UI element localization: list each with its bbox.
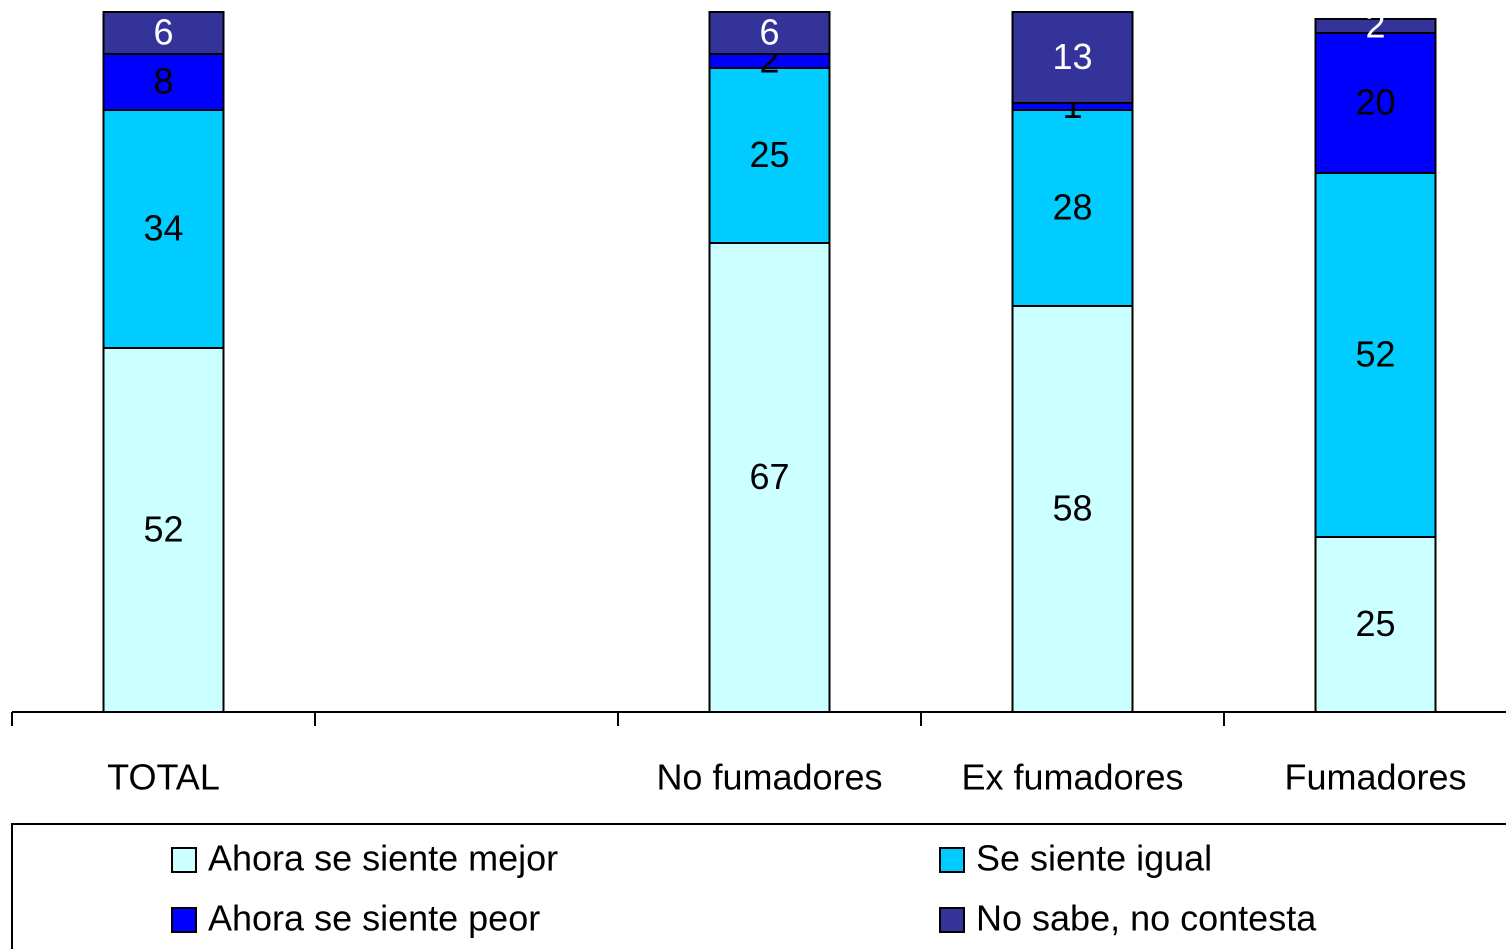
x-tick-label: No fumadores	[656, 757, 882, 798]
data-label: 58	[1052, 488, 1092, 529]
bar-segment	[1011, 11, 1134, 104]
legend-swatch	[939, 907, 965, 933]
bar-segment	[1314, 172, 1437, 538]
bar-segment	[102, 11, 225, 55]
bar-segment	[102, 53, 225, 111]
bar-segment	[102, 109, 225, 349]
x-tick-label: TOTAL	[107, 757, 220, 798]
bar-segment	[1314, 536, 1437, 713]
legend-box	[11, 823, 1506, 949]
legend-label: Se siente igual	[976, 838, 1212, 879]
data-label: 8	[153, 61, 173, 102]
data-label: 25	[1355, 603, 1395, 644]
data-label: 34	[143, 208, 183, 249]
data-label: 2	[1365, 5, 1385, 46]
legend-swatch	[171, 847, 197, 873]
x-tick-label: Fumadores	[1284, 757, 1466, 798]
bar-segment	[708, 11, 831, 55]
data-label: 28	[1052, 187, 1092, 228]
legend-swatch	[171, 907, 197, 933]
data-label: 6	[759, 12, 779, 53]
data-label: 20	[1355, 82, 1395, 123]
legend-label: Ahora se siente mejor	[208, 838, 558, 879]
bar-segment	[1314, 18, 1437, 34]
bar-segment	[1314, 32, 1437, 174]
x-tick-label: Ex fumadores	[961, 757, 1183, 798]
legend-label: Ahora se siente peor	[208, 898, 540, 939]
bar-segment	[708, 242, 831, 713]
bar-segment	[708, 67, 831, 244]
data-label: 52	[143, 509, 183, 550]
data-label: 52	[1355, 334, 1395, 375]
bar-segment	[102, 347, 225, 713]
data-label: 13	[1052, 36, 1092, 77]
data-label: 25	[749, 134, 789, 175]
legend-label: No sabe, no contesta	[976, 898, 1317, 939]
legend-swatch	[939, 847, 965, 873]
bar-segment	[1011, 305, 1134, 713]
data-label: 67	[749, 456, 789, 497]
data-label: 6	[153, 12, 173, 53]
